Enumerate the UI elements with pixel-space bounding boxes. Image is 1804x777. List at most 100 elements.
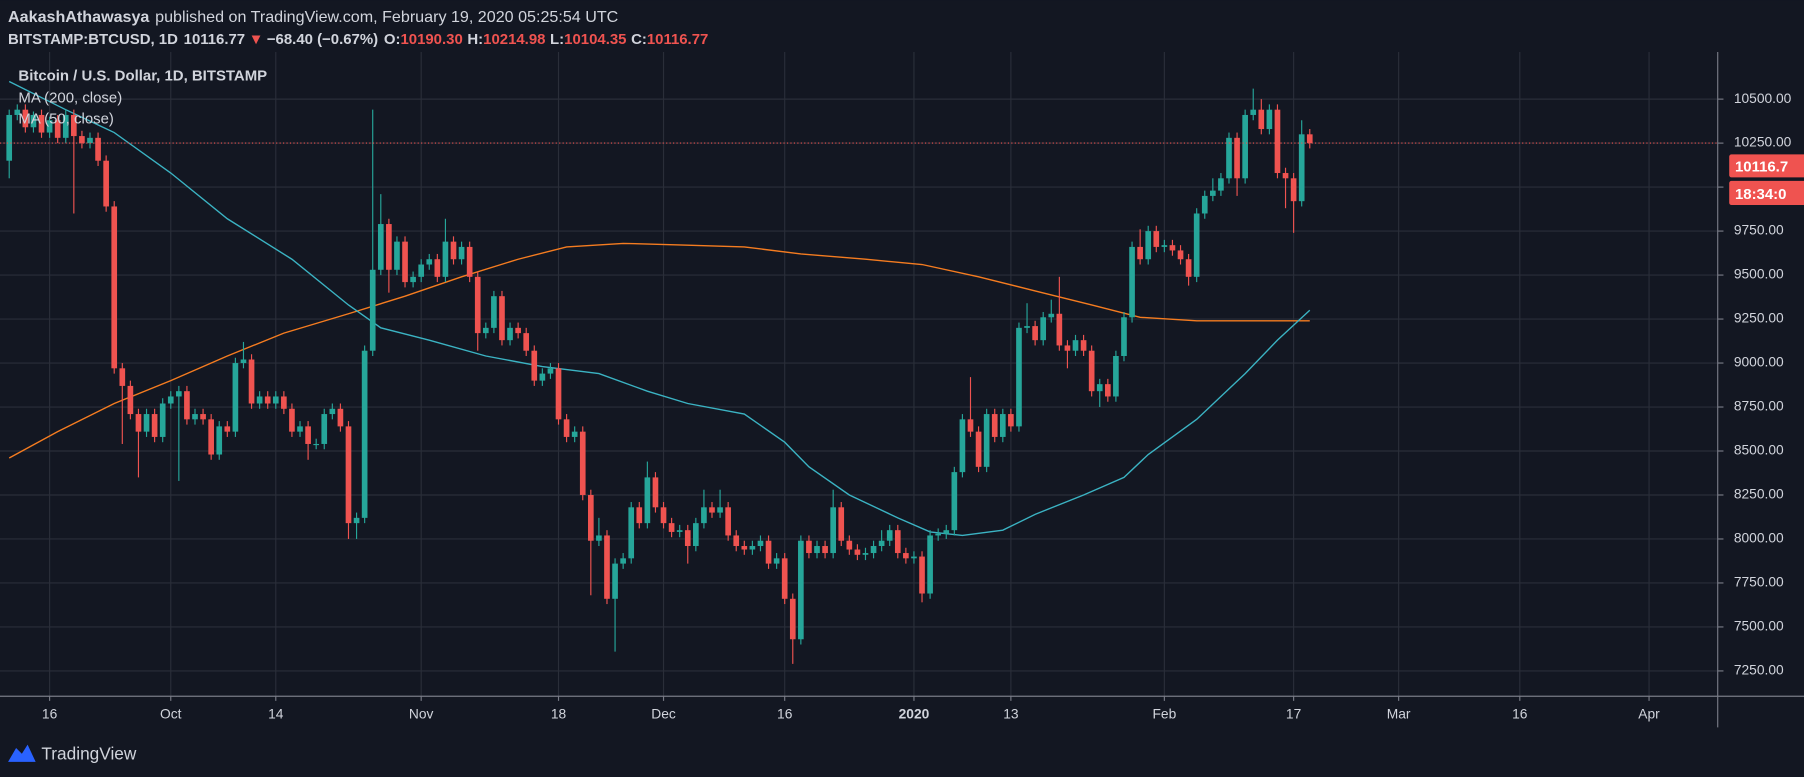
author: AakashAthawasya [8, 8, 150, 26]
candle-body [1242, 114, 1248, 179]
high-label: H: [467, 31, 483, 48]
candle-body [159, 403, 166, 437]
candle-body [313, 443, 320, 446]
candle-body [539, 373, 546, 381]
candle-body [1121, 317, 1127, 356]
candle-body [749, 546, 756, 550]
grid [0, 51, 1718, 697]
x-tick-label: 17 [1286, 706, 1301, 721]
y-tick-label: 9750.00 [1734, 223, 1784, 238]
change: −68.40 (−0.67%) [267, 31, 378, 48]
candle-body [830, 507, 836, 554]
candle-body [1290, 178, 1297, 202]
candle-body [604, 535, 610, 599]
candle-body [71, 114, 77, 137]
candle-body [22, 109, 29, 128]
candle-body [46, 120, 53, 133]
x-tick-label: 13 [1003, 706, 1019, 721]
candle-body [668, 523, 675, 532]
brand: TradingView [41, 744, 136, 764]
candle-body [1201, 195, 1208, 214]
candle-body [701, 507, 707, 524]
candle-body [547, 368, 554, 374]
candle-body [297, 426, 303, 432]
candle-body [135, 414, 142, 432]
low: 10104.35 [564, 31, 626, 48]
close-label: C: [631, 31, 647, 48]
x-tick-label: 14 [268, 706, 284, 721]
x-tick-label: Nov [409, 706, 434, 721]
candle-body [1266, 109, 1273, 130]
moving-average [8, 242, 1310, 459]
logo-mark [8, 744, 36, 762]
candle-body [1072, 340, 1079, 351]
candle-body [612, 563, 618, 599]
x-tick-label: 2020 [899, 706, 930, 721]
candle-body [644, 477, 651, 524]
candle-body [781, 558, 788, 599]
candle-body [798, 540, 804, 640]
candle-body [935, 533, 942, 536]
candle-body [927, 535, 933, 594]
candle-body [1210, 190, 1216, 196]
candle-body [337, 408, 344, 427]
x-tick-label: 16 [42, 706, 58, 721]
price: 10116.77 [184, 31, 245, 48]
candle-body [563, 419, 570, 437]
candle-body [30, 114, 37, 128]
candle-body [79, 136, 85, 144]
candle-body [167, 396, 174, 404]
candle-body [975, 431, 982, 467]
candle-body [660, 507, 667, 524]
candle-body [1048, 313, 1055, 318]
candle-body [991, 414, 998, 437]
candle-body [1169, 245, 1176, 251]
candle-body [321, 414, 328, 444]
x-tick-label: Feb [1152, 706, 1176, 721]
candle-body [1258, 109, 1265, 130]
candle-body [733, 535, 740, 547]
candle-body [232, 363, 239, 432]
close: 10116.77 [647, 31, 708, 48]
legend-entry: MA (200, close) [18, 90, 122, 107]
high: 10214.98 [483, 31, 545, 48]
candle-body [620, 558, 626, 564]
candle-body [806, 540, 812, 554]
candle-body [709, 507, 715, 513]
candle-body [1096, 384, 1103, 392]
candle-body [418, 264, 425, 277]
candle-body [474, 276, 481, 334]
candle-body [1088, 350, 1095, 392]
y-tick-label: 9250.00 [1734, 311, 1784, 326]
candle-body [248, 359, 255, 404]
candle-body [127, 385, 134, 415]
x-tick-label: 16 [1512, 706, 1528, 721]
y-tick-label: 10250.00 [1734, 135, 1792, 150]
candle-body [329, 408, 336, 415]
candle-body [1234, 137, 1240, 179]
candle-body [111, 206, 118, 369]
candle-body [531, 350, 538, 381]
candle-body [725, 507, 731, 536]
candle-body [1185, 259, 1192, 277]
candle-body [822, 546, 828, 554]
candle-body [757, 540, 764, 547]
candle-body [450, 241, 457, 260]
candle-body [1080, 340, 1087, 351]
candle-body [216, 426, 223, 455]
candle-body [361, 350, 368, 518]
candle-body [410, 276, 416, 283]
candle-body [14, 109, 21, 115]
countdown-text: 18:34:0 [1735, 186, 1787, 203]
candle-body [894, 530, 901, 554]
candle-body [176, 391, 182, 397]
candle-body [38, 114, 45, 133]
candle-body [903, 553, 909, 559]
publish-line: AakashAthawasya published on TradingView.… [8, 8, 619, 26]
candle-body [741, 546, 748, 550]
candle-body [676, 530, 683, 532]
candle-body [1113, 355, 1119, 397]
candle-body [1024, 326, 1030, 328]
